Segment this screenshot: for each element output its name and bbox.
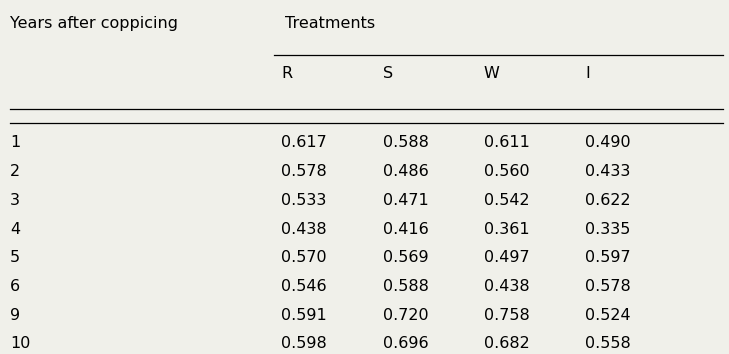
Text: 0.486: 0.486 — [383, 164, 429, 179]
Text: Treatments: Treatments — [285, 16, 375, 32]
Text: 1: 1 — [10, 136, 20, 150]
Text: I: I — [585, 66, 590, 81]
Text: 0.524: 0.524 — [585, 308, 631, 323]
Text: 0.335: 0.335 — [585, 222, 631, 236]
Text: W: W — [484, 66, 500, 81]
Text: 0.542: 0.542 — [484, 193, 529, 208]
Text: 9: 9 — [10, 308, 20, 323]
Text: 0.591: 0.591 — [281, 308, 327, 323]
Text: 0.578: 0.578 — [281, 164, 327, 179]
Text: 0.533: 0.533 — [281, 193, 327, 208]
Text: 0.546: 0.546 — [281, 279, 327, 294]
Text: 0.558: 0.558 — [585, 336, 631, 352]
Text: 0.617: 0.617 — [281, 136, 327, 150]
Text: 0.416: 0.416 — [383, 222, 429, 236]
Text: 0.497: 0.497 — [484, 250, 529, 265]
Text: 0.597: 0.597 — [585, 250, 631, 265]
Text: 0.471: 0.471 — [383, 193, 429, 208]
Text: Years after coppicing: Years after coppicing — [10, 16, 178, 32]
Text: 0.570: 0.570 — [281, 250, 327, 265]
Text: 0.758: 0.758 — [484, 308, 529, 323]
Text: 0.696: 0.696 — [383, 336, 428, 352]
Text: 0.433: 0.433 — [585, 164, 631, 179]
Text: R: R — [281, 66, 292, 81]
Text: 10: 10 — [10, 336, 31, 352]
Text: 0.438: 0.438 — [484, 279, 529, 294]
Text: 0.720: 0.720 — [383, 308, 428, 323]
Text: 2: 2 — [10, 164, 20, 179]
Text: 0.611: 0.611 — [484, 136, 530, 150]
Text: 0.560: 0.560 — [484, 164, 529, 179]
Text: 0.361: 0.361 — [484, 222, 529, 236]
Text: S: S — [383, 66, 393, 81]
Text: 0.588: 0.588 — [383, 279, 429, 294]
Text: 0.569: 0.569 — [383, 250, 428, 265]
Text: 0.578: 0.578 — [585, 279, 631, 294]
Text: 0.598: 0.598 — [281, 336, 327, 352]
Text: 0.490: 0.490 — [585, 136, 631, 150]
Text: 4: 4 — [10, 222, 20, 236]
Text: 0.622: 0.622 — [585, 193, 631, 208]
Text: 0.588: 0.588 — [383, 136, 429, 150]
Text: 6: 6 — [10, 279, 20, 294]
Text: 0.682: 0.682 — [484, 336, 529, 352]
Text: 5: 5 — [10, 250, 20, 265]
Text: 3: 3 — [10, 193, 20, 208]
Text: 0.438: 0.438 — [281, 222, 327, 236]
